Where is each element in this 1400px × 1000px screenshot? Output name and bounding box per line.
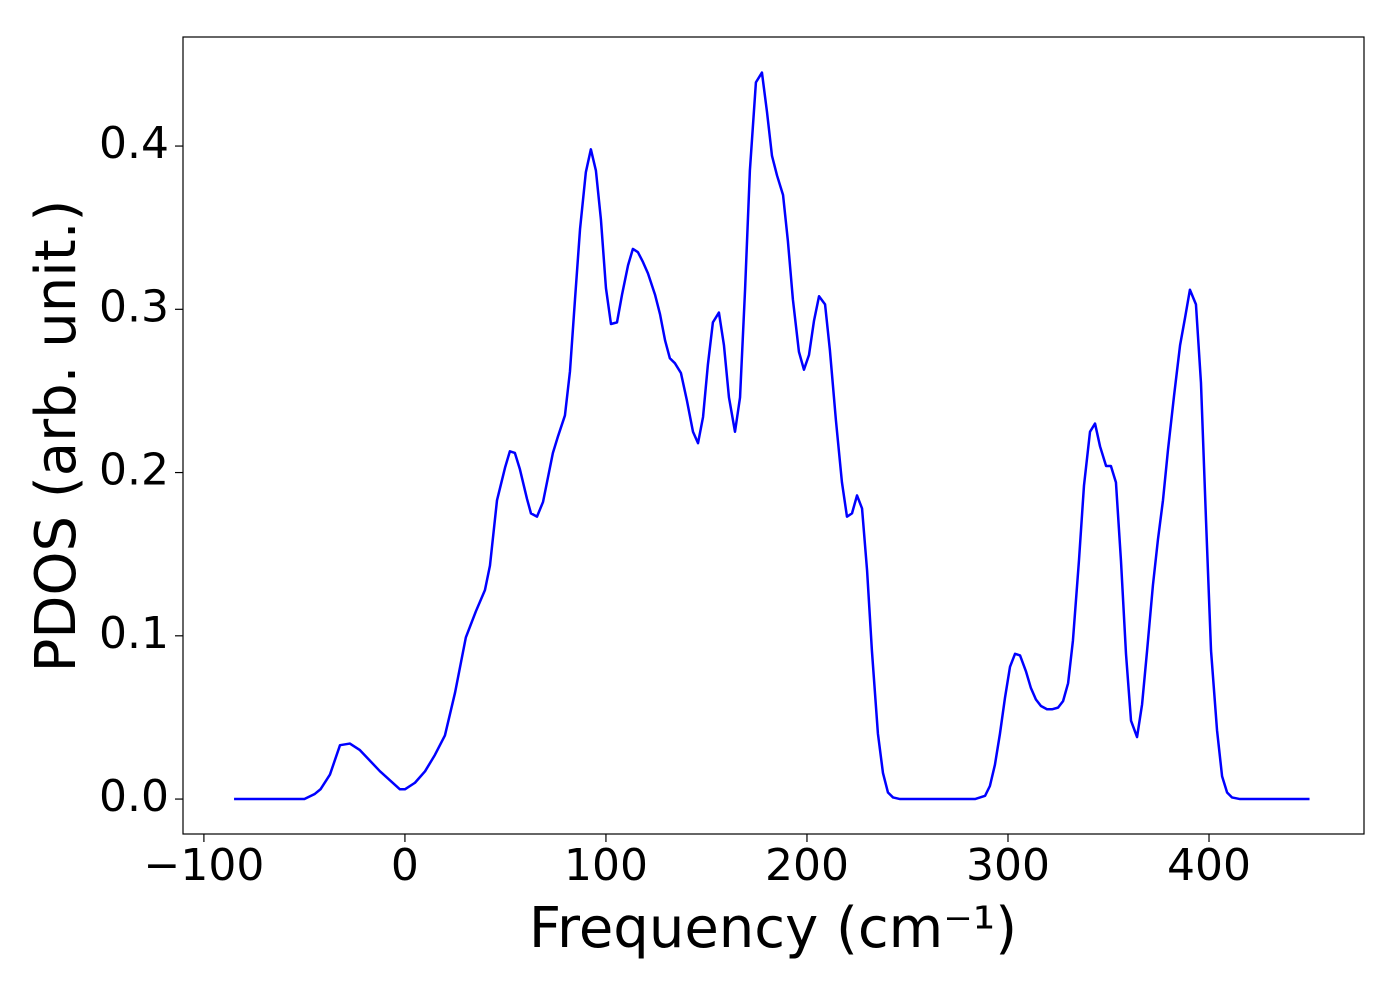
y-tick-label: 0.3: [99, 281, 169, 332]
x-tick-label: 0: [391, 840, 419, 891]
y-tick-label: 0.4: [99, 118, 169, 169]
plot-frame: [182, 36, 1365, 835]
y-tick-label: 0.1: [99, 608, 169, 659]
x-tick-label: 400: [1167, 840, 1251, 891]
y-tick-label: 0.0: [99, 771, 169, 822]
x-tick-label: 200: [765, 840, 849, 891]
x-tick-label: 100: [564, 840, 648, 891]
x-tick-label: −100: [143, 840, 264, 891]
x-tick-label: 300: [966, 840, 1050, 891]
y-tick-label: 0.2: [99, 445, 169, 496]
y-axis-label: PDOS (arb. unit.): [24, 200, 89, 673]
x-axis-label: Frequency (cm⁻¹): [529, 896, 1017, 961]
data-line: [234, 71, 1310, 801]
